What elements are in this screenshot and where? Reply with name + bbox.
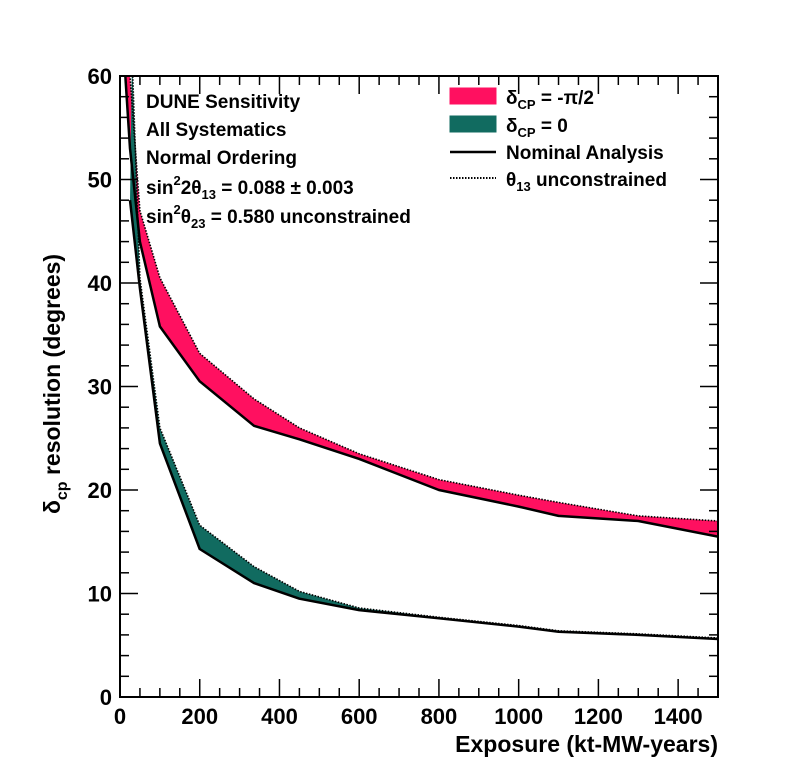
y-tick-label: 40	[88, 271, 112, 296]
x-tick-label: 0	[114, 704, 126, 729]
annotation-ordering: Normal Ordering	[146, 148, 297, 169]
x-tick-label: 1400	[654, 704, 703, 729]
legend-label-zero-main: δ	[506, 116, 518, 137]
annotation-theta23: sin2θ23 = 0.580 unconstrained	[146, 202, 411, 231]
annotation-theta13-theta: 2θ	[181, 178, 202, 199]
legend-label-nominal: Nominal Analysis	[506, 143, 664, 164]
annotation-theta13: sin22θ13 = 0.088 ± 0.003	[146, 173, 354, 202]
annotation-theta23-sup: 2	[173, 202, 180, 217]
annotation-systematics: All Systematics	[146, 120, 286, 141]
legend-label-pi-half-sub: CP	[518, 97, 536, 112]
y-axis-title-sub: cp	[54, 481, 71, 500]
y-tick-label: 30	[88, 375, 112, 400]
annotation-theta13-rest: = 0.088 ± 0.003	[216, 178, 354, 199]
y-axis-title-rest: resolution (degrees)	[39, 254, 65, 481]
y-axis-title-symbol: δ	[39, 500, 65, 514]
unconstrained-curve-0	[129, 76, 718, 522]
legend-label-unconstrained-sub: 13	[516, 179, 530, 194]
bands-layer	[125, 76, 718, 639]
legend-swatch-pi-half	[449, 87, 497, 105]
y-tick-label: 10	[88, 582, 112, 607]
x-tick-label: 600	[341, 704, 378, 729]
y-tick-label: 60	[88, 64, 112, 89]
y-tick-label: 50	[88, 168, 112, 193]
legend-label-unconstrained-rest: unconstrained	[531, 170, 667, 191]
legend-label-zero-sub: CP	[518, 125, 536, 140]
legend-label-unconstrained: θ13 unconstrained	[506, 170, 667, 194]
annotation-theta23-sin: sin	[146, 207, 173, 228]
legend-label-pi-half-rest: = -π/2	[536, 88, 594, 109]
curves-layer	[124, 76, 718, 641]
legend-label-unconstrained-main: θ	[506, 170, 516, 191]
legend-label-pi-half-main: δ	[506, 88, 518, 109]
x-axis-title: Exposure (kt-MW-years)	[455, 731, 718, 757]
annotation-title: DUNE Sensitivity	[146, 92, 301, 113]
y-tick-label: 20	[88, 478, 112, 503]
y-tick-label: 0	[100, 685, 112, 710]
unconstrained-curve-1	[131, 76, 718, 639]
annotation-block: DUNE Sensitivity All Systematics Normal …	[146, 92, 411, 231]
x-tick-label: 200	[181, 704, 218, 729]
x-tick-label: 1000	[494, 704, 543, 729]
legend-label-zero: δCP = 0	[506, 116, 568, 140]
legend: δCP = -π/2 δCP = 0 Nominal Analysis θ13 …	[449, 87, 667, 194]
y-axis-title: δcp resolution (degrees)	[39, 254, 71, 514]
annotation-theta23-sub: 23	[191, 216, 205, 231]
legend-swatch-zero	[449, 115, 497, 133]
legend-label-pi-half: δCP = -π/2	[506, 88, 594, 112]
annotation-theta23-theta: θ	[181, 207, 191, 228]
ticks-layer: 0 200 400 600 800 1000 1200 1400 0 10 20 30 40 50 60	[88, 64, 719, 729]
legend-label-zero-rest: = 0	[536, 116, 568, 137]
annotation-theta13-sin: sin	[146, 178, 173, 199]
annotation-theta23-rest: = 0.580 unconstrained	[205, 207, 410, 228]
annotation-theta13-sub: 13	[202, 187, 216, 202]
nominal-curve-1	[128, 200, 718, 641]
band-0	[125, 76, 718, 537]
nominal-curve-0	[124, 76, 718, 538]
x-tick-label: 1200	[574, 704, 623, 729]
x-tick-label: 800	[421, 704, 458, 729]
x-tick-label: 400	[261, 704, 298, 729]
annotation-theta13-sup: 2	[173, 173, 180, 188]
